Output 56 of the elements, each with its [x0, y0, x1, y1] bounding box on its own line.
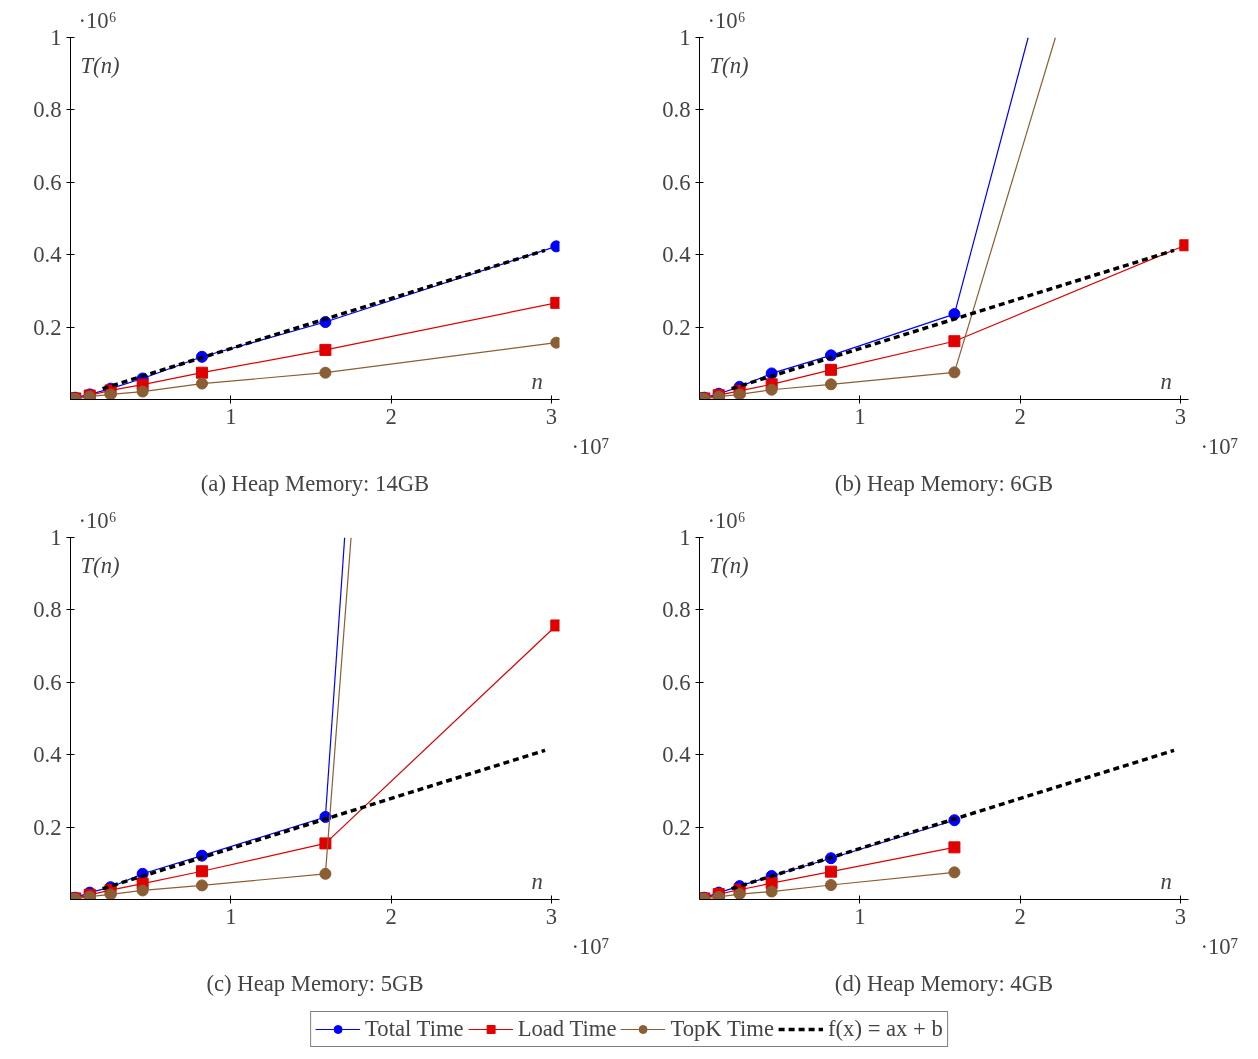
y-tick-label: 0.2 [33, 814, 62, 840]
y-tick-label: 1 [679, 525, 691, 550]
x-axis-title: n [1160, 368, 1172, 394]
y-tick-label: 1 [50, 25, 62, 50]
text: ·10⁶ [707, 507, 746, 533]
y-tick-label: 0.8 [33, 97, 62, 123]
x-tick-label: 1 [854, 903, 866, 929]
y-tick-label: 1 [679, 25, 691, 50]
x-tick-label: 1 [854, 403, 866, 429]
y-tick-label: 0.6 [33, 169, 62, 195]
x-tick-label: 1 [225, 403, 237, 429]
x-tick-label: 2 [1014, 903, 1026, 929]
y-tick-label: 0.8 [662, 597, 691, 623]
x-axis-title: n [531, 368, 543, 394]
text: (b) Heap Memory: 6GB [834, 470, 1054, 496]
y-tick-label: 0.4 [662, 242, 691, 268]
text: ·10⁷ [571, 433, 610, 459]
legend-label: Load Time [517, 1015, 617, 1042]
y-tick-label: 0.2 [662, 814, 691, 840]
text: ·10⁷ [1200, 433, 1239, 459]
x-tick-label: 3 [545, 403, 558, 429]
y-tick-label: 0.6 [662, 669, 691, 695]
text: ·10⁶ [78, 507, 117, 533]
y-tick-label: 0.4 [662, 742, 691, 768]
y-axis-title: T(n) [80, 52, 120, 78]
x-axis-title: n [531, 868, 543, 894]
legend-label: TopK Time [670, 1015, 774, 1042]
x-axis-title: n [1160, 868, 1172, 894]
y-tick-label: 0.6 [662, 169, 691, 195]
x-tick-label: 2 [385, 903, 397, 929]
text: (c) Heap Memory: 5GB [206, 970, 424, 996]
y-tick-label: 0.2 [33, 314, 62, 340]
y-axis-title: T(n) [80, 552, 120, 578]
x-tick-label: 3 [1174, 403, 1187, 429]
x-tick-label: 2 [1014, 403, 1026, 429]
text: ·10⁷ [1200, 933, 1239, 959]
x-tick-label: 1 [225, 903, 237, 929]
y-axis-title: T(n) [709, 52, 749, 78]
legend-label: Total Time [365, 1015, 464, 1042]
y-axis-title: T(n) [709, 552, 749, 578]
legend-label: f(x) = ax + b [828, 1015, 943, 1042]
text: (a) Heap Memory: 14GB [200, 470, 430, 496]
x-tick-label: 3 [545, 903, 558, 929]
y-tick-label: 0.2 [662, 314, 691, 340]
y-tick-label: 0.8 [33, 597, 62, 623]
x-tick-label: 2 [385, 403, 397, 429]
y-tick-label: 1 [50, 525, 62, 550]
text: ·10⁶ [707, 7, 746, 33]
y-tick-label: 0.8 [662, 97, 691, 123]
text: ·10⁷ [571, 933, 610, 959]
x-tick-label: 3 [1174, 903, 1187, 929]
text: ·10⁶ [78, 7, 117, 33]
y-tick-label: 0.6 [33, 669, 62, 695]
text: (d) Heap Memory: 4GB [834, 970, 1054, 996]
y-tick-label: 0.4 [33, 742, 62, 768]
y-tick-label: 0.4 [33, 242, 62, 268]
